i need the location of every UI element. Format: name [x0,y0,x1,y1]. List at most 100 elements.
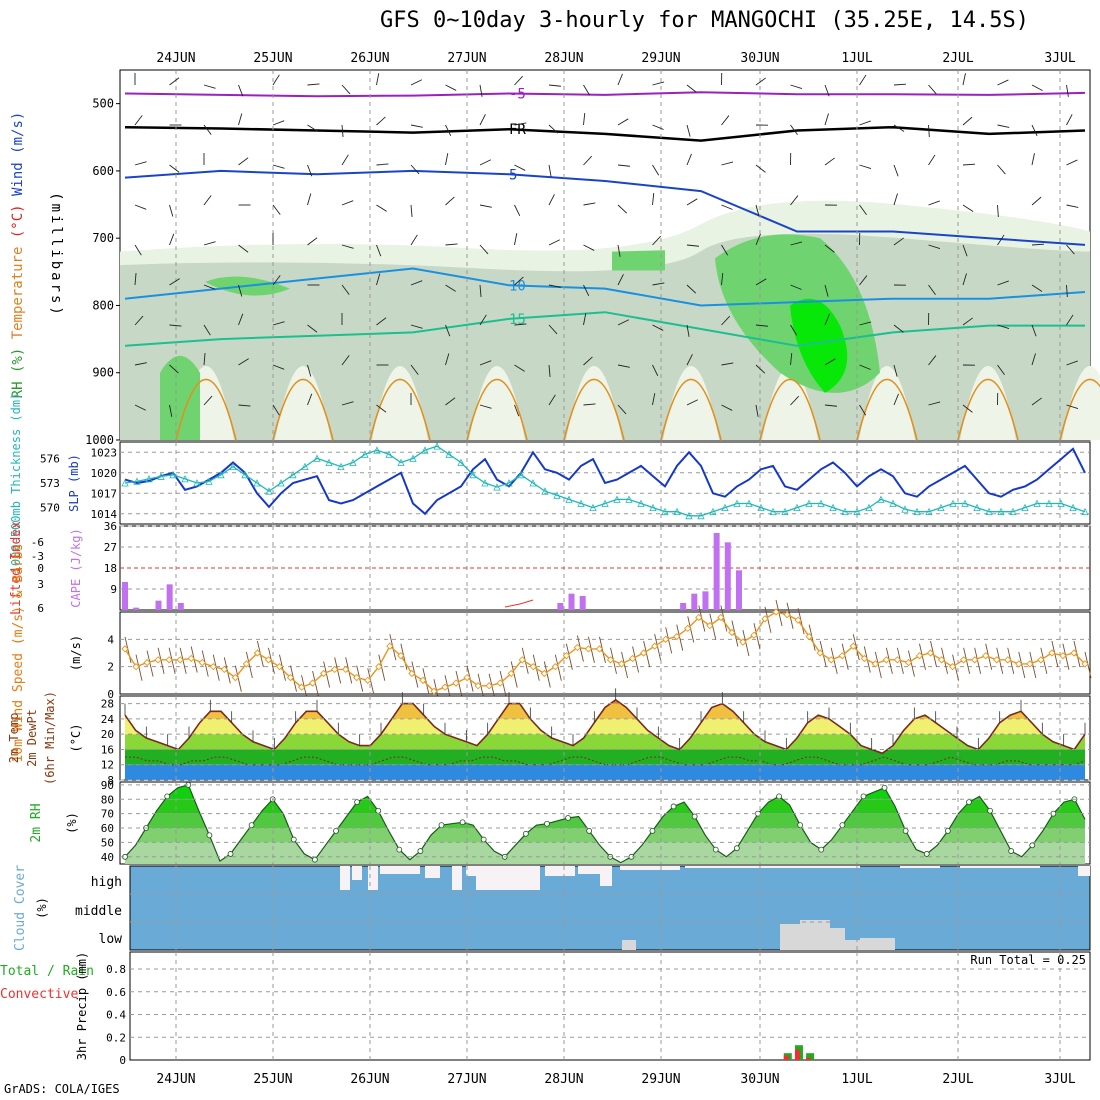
cape-bar [122,582,128,610]
wind-barb-10m [312,670,320,698]
wind-speed-marker [1048,649,1056,657]
rh-green-patch [160,355,200,440]
isotherm-line [124,169,1086,246]
wind-barb [272,404,280,416]
wind-barb [479,284,482,297]
date-label-top: 29JUN [641,51,680,66]
date-label-top: 30JUN [740,51,779,66]
wind-speed-marker [783,611,791,619]
thickness-marker [565,495,573,503]
thickness-marker [625,495,633,503]
rh-tick-label: 40 [101,851,114,864]
y-tick-label: 700 [92,231,114,245]
wind-speed-marker [463,673,471,682]
cape-bar [735,570,742,610]
cape-ylabel: CAPE (J/kg) [69,528,83,607]
surface-isotherm [369,378,431,441]
cape-bar [579,596,586,610]
thickness-marker [877,495,885,503]
wind-barb-10m [698,605,706,632]
wind-barb-10m [400,643,408,670]
wind-barb [169,324,182,327]
wind-barb [859,404,867,416]
wind-barb-10m [378,654,386,681]
wind-barb [479,114,486,126]
wind-barb-10m [389,634,397,661]
wind-barb [514,364,525,372]
wind-speed-marker [1026,660,1034,668]
wind-barb [1031,243,1045,246]
wind-barb [169,278,180,286]
rh-marker [438,822,445,829]
wind-speed-marker [297,683,306,691]
date-label-bottom: 30JUN [740,1072,779,1087]
temp-band [125,764,1085,780]
wind-speed-marker [474,682,482,690]
wind-barb [238,84,244,97]
chart-title: GFS 0~10day 3-hourly for MANGOCHI (35.25… [380,8,1030,33]
precip-ylabel: 3hr Precip (mm) [75,952,89,1060]
wind-barb [583,202,596,206]
upper-air-ylabel-part: RH (%) [10,348,26,399]
thickness-marker [433,442,441,450]
slp-line [124,447,1086,516]
wind-barb [583,84,591,96]
wind-barb [548,324,558,335]
wind-barb [652,81,665,86]
wind-tick-label: 2 [107,661,114,674]
wind-unit: (m/s) [69,635,83,671]
wind-barb-10m [919,643,926,670]
wind-barb-10m [179,647,187,674]
wind-barb [824,244,835,253]
wind-barb [514,122,527,126]
date-label-bottom: 27JUN [447,1072,486,1087]
cape-tick-label: 9 [110,583,117,596]
wind-barb [583,313,587,326]
wind-barb [617,404,627,415]
wind-speed-marker [1037,656,1045,664]
wind-barb [583,244,595,251]
wind-speed-marker [893,656,902,664]
wind-barb [583,113,586,126]
wind-speed-marker [286,673,295,682]
thickness-marker [481,479,489,487]
wind-barb [479,404,492,409]
wind-speed-marker [937,656,946,664]
isotherm-label: FR [509,122,526,138]
isotherm-label: -5 [509,87,526,103]
wind-speed-marker [485,682,493,690]
cloud-high-bar [380,866,420,874]
wind-barb [721,161,734,166]
wind-barb [445,353,450,366]
precip-tick-label: 0.8 [106,963,126,976]
thickness-marker [217,470,225,479]
rh-marker [944,828,951,834]
slp-tick-label: 1017 [91,487,118,500]
thickness-marker [145,475,153,483]
upper-air-ylabel-part: (°C) [10,204,26,246]
rh-marker [375,807,382,814]
wind-barb [307,237,318,246]
wind-barb-10m [345,657,353,684]
wind-barb-10m [974,647,982,674]
wind-barb [755,233,761,246]
wind-barb [410,79,422,86]
rh-plume [566,366,622,440]
wind-barb [548,394,556,406]
thickness-marker [457,458,465,466]
slp-ylabel: SLP (mb) [67,454,81,512]
wind-barb-10m [1062,643,1070,670]
wind-barb [410,324,423,329]
rh-marker [987,807,993,814]
wind-barb [1066,204,1079,208]
wind-barb [134,115,143,126]
wind-barb [617,204,628,214]
wind-barb [997,324,1010,329]
wind-barb [376,163,389,166]
isotherm-label: 5 [509,167,517,183]
wind-panel-frame [119,611,1091,695]
thickness-marker [469,470,477,479]
wind-barb [479,84,483,97]
wind-barb [479,360,492,366]
wind-barb [341,200,354,206]
